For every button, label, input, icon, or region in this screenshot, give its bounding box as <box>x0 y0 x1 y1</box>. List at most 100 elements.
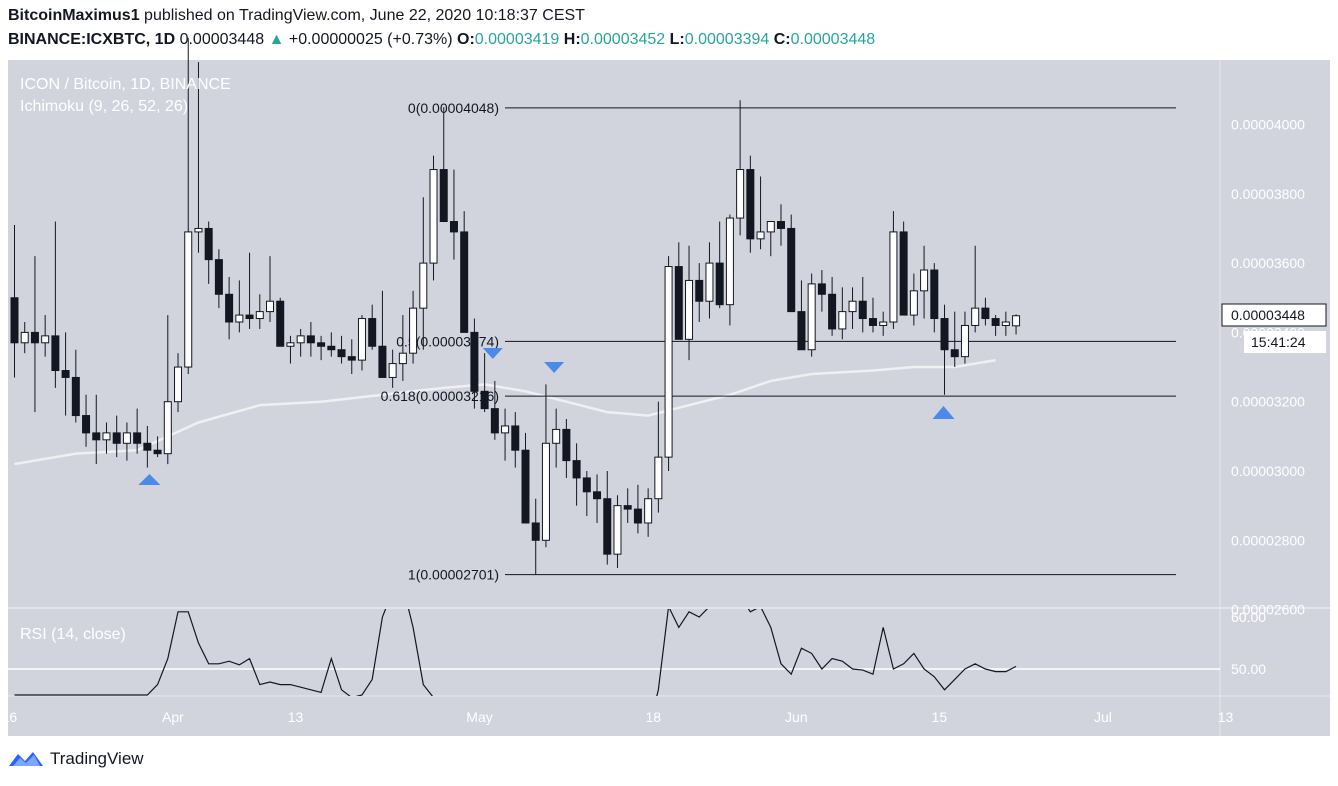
footer-brand[interactable]: TradingView <box>8 749 144 769</box>
candle-body <box>41 335 50 344</box>
y-tick-label: 0.00002600 <box>1231 602 1305 618</box>
countdown-label: 15:41:24 <box>1251 334 1306 350</box>
candle <box>174 353 183 413</box>
y-tick-label: 0.00003600 <box>1231 255 1305 271</box>
rsi-tick-label: 50.00 <box>1231 661 1266 677</box>
y-tick-label: 0.00003000 <box>1231 463 1305 479</box>
candle-body <box>214 259 223 295</box>
price-ticks: 0.000040000.000038000.000036000.00003400… <box>1231 117 1305 618</box>
candle <box>71 349 80 423</box>
candle-body <box>480 390 489 410</box>
candle-body <box>531 522 540 541</box>
price-label-box: 0.00003448 <box>1221 303 1327 327</box>
candle <box>889 211 898 329</box>
low-label: L: <box>669 31 685 48</box>
candle <box>562 419 571 478</box>
symbol-label: BINANCE:ICXBTC, 1D <box>8 31 176 48</box>
candle <box>347 339 356 374</box>
price-axis <box>1220 60 1330 736</box>
candle-body <box>756 231 765 240</box>
ohlc-line: BINANCE:ICXBTC, 1D 0.00003448 ▲ +0.00000… <box>8 31 875 49</box>
candle <box>10 224 19 378</box>
candle-body <box>429 169 438 264</box>
author-name[interactable]: BitcoinMaximus1 <box>8 7 140 24</box>
candle-body <box>419 262 428 309</box>
candle-body <box>644 498 653 524</box>
candle-body <box>797 311 806 351</box>
candle-body <box>378 345 387 378</box>
candle <box>746 155 755 253</box>
candle <box>613 495 622 569</box>
candle-body <box>30 331 39 344</box>
candle-body <box>194 227 203 233</box>
candle-body <box>848 300 857 313</box>
signal-markers <box>138 348 955 485</box>
change-value: +0.00000025 (+0.73%) <box>288 31 453 48</box>
candle <box>654 401 663 513</box>
candle-body <box>940 318 949 351</box>
candle <box>133 408 142 454</box>
candle-body <box>388 363 397 378</box>
candle <box>163 315 172 465</box>
candle <box>30 256 39 413</box>
candle <box>409 290 418 364</box>
candle <box>480 353 489 413</box>
candle <box>848 287 857 329</box>
candle <box>204 221 213 284</box>
candle <box>695 263 704 323</box>
candle <box>194 62 203 253</box>
candle <box>378 290 387 378</box>
candle <box>920 245 929 319</box>
buy-arrow-icon <box>138 474 161 485</box>
candle-body <box>705 262 714 302</box>
candle-body <box>92 432 101 441</box>
candle <box>51 221 60 388</box>
chart-title: ICON / Bitcoin, 1D, BINANCE <box>20 76 231 93</box>
candle <box>327 332 336 357</box>
candle-body <box>1001 321 1010 326</box>
close-label: C: <box>773 31 791 48</box>
candle <box>899 221 908 316</box>
candle-body <box>225 293 234 323</box>
candle <box>266 256 274 323</box>
y-tick-label: 0.00003800 <box>1231 186 1305 202</box>
brand-name: TradingView <box>50 749 144 768</box>
candle <box>633 484 642 534</box>
candle <box>92 394 101 465</box>
candle <box>235 280 244 333</box>
candle <box>644 488 653 537</box>
rsi-pane: 60.00 50.00 <box>8 609 1266 696</box>
candle-body <box>879 321 888 326</box>
candle <box>817 270 826 312</box>
candle-body <box>235 314 244 323</box>
candle-body <box>613 505 622 555</box>
candle <box>950 311 959 368</box>
candle-body <box>541 442 550 541</box>
candles <box>10 37 1021 575</box>
candle-body <box>255 311 264 320</box>
x-tick-label: 13 <box>1218 709 1234 725</box>
candle-body <box>276 300 285 347</box>
candle-body <box>51 335 60 372</box>
candle <box>521 432 530 524</box>
candle <box>725 214 734 326</box>
rsi-series <box>14 609 1017 696</box>
candle <box>245 252 254 329</box>
candle-body <box>623 505 632 510</box>
close-value: 0.00003448 <box>790 31 876 48</box>
candle-body <box>61 370 70 378</box>
candle <box>357 315 366 371</box>
candle-body <box>868 318 877 326</box>
candle-body <box>674 266 683 340</box>
candle <box>552 408 561 468</box>
candle <box>470 318 479 409</box>
candle <box>439 107 448 223</box>
candle <box>541 384 550 548</box>
publish-text: published on TradingView.com, June 22, 2… <box>144 7 585 24</box>
candle <box>674 242 683 340</box>
candle-body <box>777 221 785 229</box>
candle <box>593 474 602 523</box>
candle <box>991 315 1000 336</box>
candle <box>511 412 520 468</box>
